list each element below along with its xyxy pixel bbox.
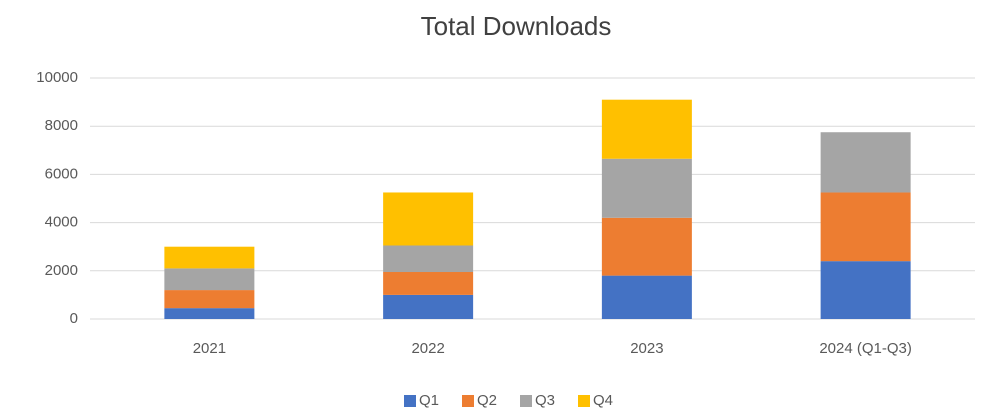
- x-tick-label: 2021: [193, 340, 226, 357]
- y-tick-label: 10000: [36, 69, 78, 86]
- y-tick-label: 6000: [45, 165, 78, 182]
- legend-swatch: [404, 395, 416, 407]
- bar-segment: [601, 99, 692, 159]
- bar-segment: [383, 245, 474, 273]
- x-tick-label: 2022: [411, 340, 444, 357]
- bar-segment: [820, 261, 911, 319]
- x-tick-label: 2024 (Q1-Q3): [819, 340, 912, 357]
- legend-swatch: [462, 395, 474, 407]
- bar-segment: [164, 246, 255, 269]
- legend-label: Q4: [593, 392, 613, 409]
- bar-segment: [820, 192, 911, 262]
- bar-segment: [383, 192, 474, 246]
- bar-segment: [164, 290, 255, 309]
- bar-segment: [383, 272, 474, 295]
- y-tick-label: 2000: [45, 262, 78, 279]
- legend-label: Q2: [477, 392, 497, 409]
- y-tick-label: 0: [70, 310, 78, 327]
- bar-segment: [383, 294, 474, 319]
- bar-segment: [820, 132, 911, 193]
- bar-segment: [601, 217, 692, 276]
- chart-title: Total Downloads: [421, 11, 612, 41]
- bar-segment: [601, 275, 692, 319]
- legend-label: Q3: [535, 392, 555, 409]
- legend-label: Q1: [419, 392, 439, 409]
- bar-segment: [164, 268, 255, 291]
- legend-swatch: [578, 395, 590, 407]
- bar-segment: [601, 158, 692, 218]
- legend-swatch: [520, 395, 532, 407]
- y-tick-label: 4000: [45, 214, 78, 231]
- y-tick-label: 8000: [45, 117, 78, 134]
- x-tick-label: 2023: [630, 340, 663, 357]
- bar-segment: [164, 308, 255, 319]
